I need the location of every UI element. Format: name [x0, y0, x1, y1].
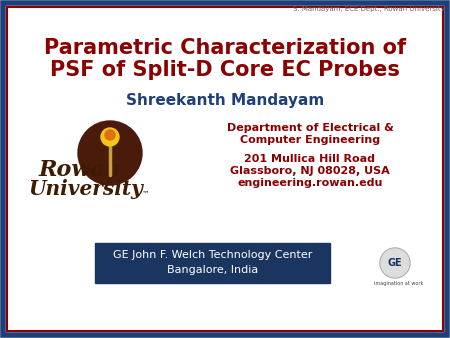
Text: PSF of Split-D Core EC Probes: PSF of Split-D Core EC Probes — [50, 60, 400, 80]
Text: Glassboro, NJ 08028, USA: Glassboro, NJ 08028, USA — [230, 166, 390, 176]
Text: University: University — [28, 179, 144, 199]
Circle shape — [381, 249, 409, 277]
Text: Parametric Characterization of: Parametric Characterization of — [44, 38, 406, 58]
Text: 201 Mullica Hill Road: 201 Mullica Hill Road — [244, 154, 375, 164]
Circle shape — [78, 121, 142, 185]
Text: ™: ™ — [142, 190, 149, 198]
Text: imagination at work: imagination at work — [374, 281, 424, 286]
Text: Bangalore, India: Bangalore, India — [167, 265, 258, 275]
Circle shape — [105, 130, 115, 140]
Text: S. Mandayam, ECE Dept., Rowan University: S. Mandayam, ECE Dept., Rowan University — [293, 6, 445, 12]
Text: Department of Electrical &: Department of Electrical & — [227, 123, 393, 133]
Text: engineering.rowan.edu: engineering.rowan.edu — [237, 178, 382, 188]
Text: Shreekanth Mandayam: Shreekanth Mandayam — [126, 93, 324, 107]
Circle shape — [380, 248, 410, 278]
Text: Rowan: Rowan — [39, 159, 122, 181]
Text: GE John F. Welch Technology Center: GE John F. Welch Technology Center — [113, 250, 312, 260]
Circle shape — [101, 128, 119, 146]
Text: GE: GE — [388, 258, 402, 268]
Bar — [95, 243, 330, 283]
Text: Computer Engineering: Computer Engineering — [240, 135, 380, 145]
